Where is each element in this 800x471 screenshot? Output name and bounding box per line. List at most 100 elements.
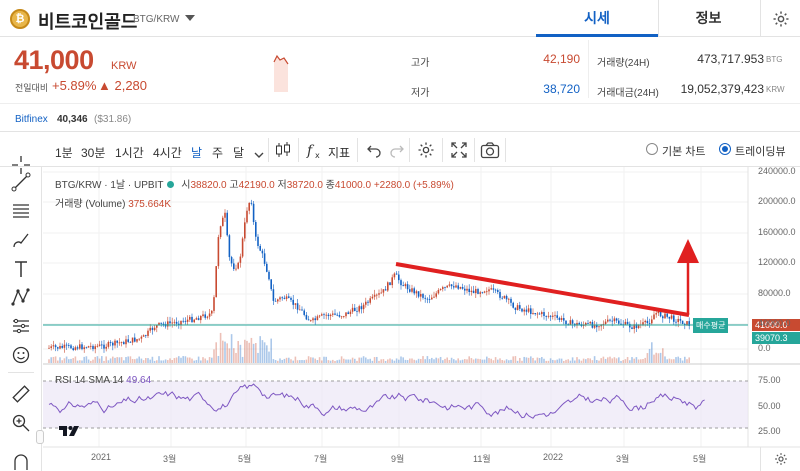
zoom-in-icon[interactable] [10, 412, 32, 434]
volume-bar [204, 358, 206, 363]
volume-bar [585, 359, 587, 363]
tradingview-radio[interactable] [719, 143, 731, 155]
candle [549, 315, 552, 317]
indicator-button[interactable]: 지표 [328, 146, 351, 160]
candle [98, 344, 101, 346]
volume-bar [52, 356, 55, 363]
volume-bar [222, 340, 224, 363]
tradingview-label[interactable]: 트레이딩뷰 [735, 146, 786, 158]
candle [305, 314, 308, 320]
tab-info[interactable]: 정보 [658, 0, 758, 37]
candle [373, 294, 376, 297]
candle-type-icon[interactable] [274, 141, 292, 164]
axis-settings-gear-icon[interactable] [760, 447, 800, 471]
candle [250, 202, 253, 204]
volume-bar [409, 358, 411, 363]
fullscreen-icon[interactable] [450, 141, 468, 164]
volume-bar [574, 360, 576, 363]
interval-day[interactable]: 날 [191, 146, 203, 160]
volume-bar [492, 360, 495, 363]
volume-bar [677, 356, 679, 363]
interval-4h[interactable]: 4시간 [153, 146, 182, 160]
interval-month[interactable]: 달 [233, 146, 245, 160]
time-axis-label: 5월 [238, 454, 252, 464]
coin-dropdown-icon[interactable] [185, 15, 195, 21]
undo-icon[interactable] [366, 142, 382, 163]
candle [472, 290, 475, 294]
screenshot-camera-icon[interactable] [480, 141, 500, 164]
chart-settings-icon[interactable] [417, 141, 435, 164]
basic-chart-radio[interactable] [646, 143, 658, 155]
volume-bar [345, 359, 347, 363]
volume-bar [446, 357, 448, 363]
volume-bar [118, 357, 121, 363]
volume-bar [486, 356, 488, 363]
price-chart[interactable] [43, 167, 800, 471]
candle [677, 318, 679, 323]
volume-bar [651, 342, 653, 363]
time-axis-label: 2021 [91, 452, 112, 462]
volume-bar [637, 359, 640, 363]
crosshair-icon[interactable] [10, 154, 32, 176]
measure-tool-icon[interactable] [10, 315, 32, 337]
emoji-icon[interactable] [10, 344, 32, 366]
volume-bar [560, 358, 563, 363]
volume-bar [296, 360, 299, 363]
candle [233, 263, 235, 270]
volume-legend: 거래량 (Volume) 375.664K [55, 195, 171, 210]
interval-1m[interactable]: 1분 [55, 146, 73, 160]
trendline-icon[interactable] [10, 171, 32, 193]
tab-price[interactable]: 시세 [536, 0, 658, 37]
volume-bar [519, 357, 521, 363]
volume-bar [505, 359, 508, 363]
divider [298, 138, 299, 162]
redo-icon[interactable] [389, 142, 405, 163]
candle [618, 320, 620, 324]
brush-icon[interactable] [10, 229, 32, 251]
candle [585, 323, 587, 325]
candle [376, 294, 378, 296]
volume-bar [516, 360, 519, 363]
coin-name[interactable]: 비트코인골드 [38, 12, 138, 32]
text-tool-icon[interactable] [10, 258, 32, 280]
divider [357, 138, 358, 162]
interval-week[interactable]: 주 [212, 146, 224, 160]
candle [404, 284, 407, 287]
volume-bar [607, 357, 609, 363]
volume-bar [527, 357, 530, 363]
candle [488, 289, 490, 292]
volume-bar [431, 357, 433, 363]
volume-bar [644, 357, 646, 363]
bitfinex-price: 40,346 [57, 114, 88, 125]
candle [343, 316, 345, 317]
interval-30m[interactable]: 30분 [81, 146, 106, 160]
settings-gear-icon[interactable] [760, 0, 800, 37]
volume-bar [173, 358, 176, 363]
bitfinex-link[interactable]: Bitfinex [15, 114, 48, 125]
candle [156, 324, 158, 328]
volume-value: 375.664K [128, 199, 172, 210]
candle [103, 344, 105, 349]
candle [648, 323, 651, 324]
pattern-tool-icon[interactable] [10, 286, 32, 308]
magnet-icon[interactable] [10, 451, 32, 471]
candle [424, 297, 426, 299]
ruler-icon[interactable] [10, 383, 32, 405]
high-value: 42,190 [543, 52, 580, 66]
interval-1h[interactable]: 1시간 [115, 146, 144, 160]
volume-bar [347, 359, 349, 363]
volume-bar [50, 357, 52, 363]
horizontal-lines-icon[interactable] [10, 200, 32, 222]
candle [492, 288, 495, 290]
candle [336, 314, 338, 316]
candle [655, 313, 657, 315]
candle [109, 342, 112, 343]
candle [673, 315, 675, 322]
toolbar-collapse-handle[interactable] [36, 430, 44, 444]
divider [0, 131, 800, 132]
interval-more-icon[interactable] [254, 146, 264, 164]
basic-chart-label[interactable]: 기본 차트 [662, 146, 706, 158]
rsi-axis-label: 75.00 [758, 375, 781, 385]
volume-bar [657, 353, 660, 363]
